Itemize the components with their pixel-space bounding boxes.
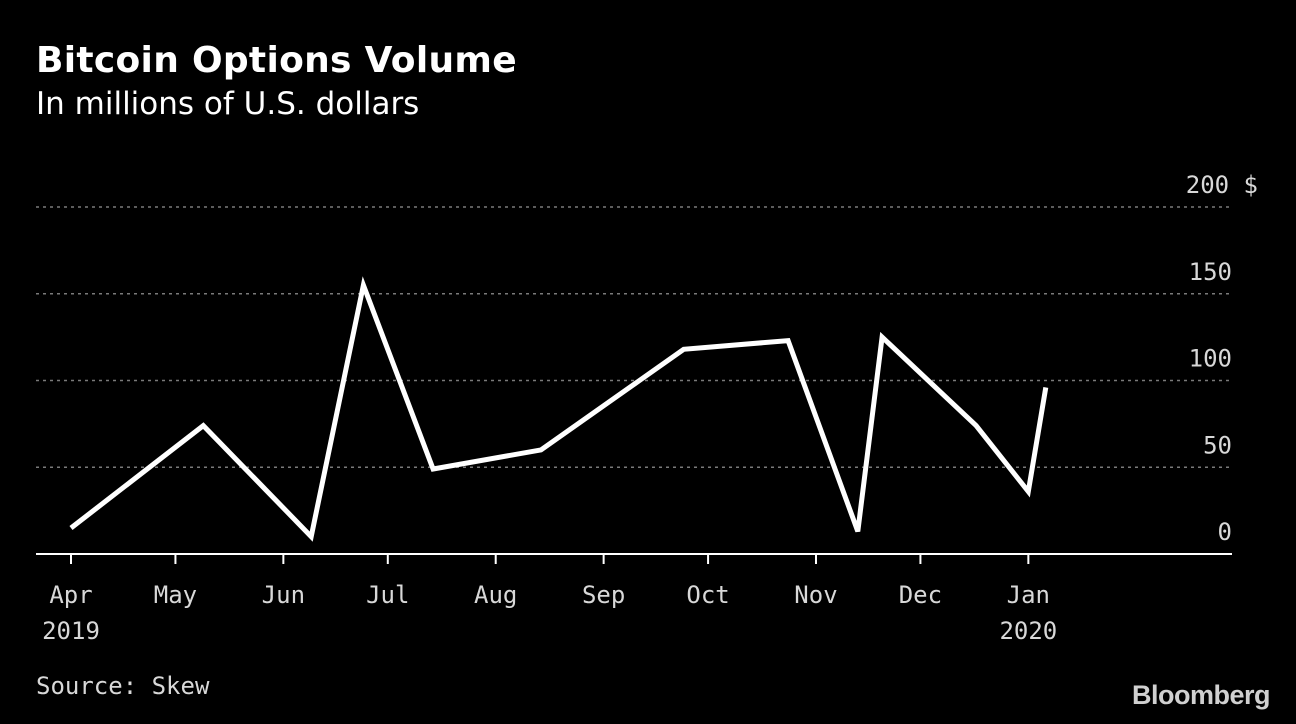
series-line-options-volume: [69, 276, 1049, 542]
y-axis-tick-labels: 0 50 100 150 200 $: [1186, 171, 1258, 546]
x-tick-label-may: May: [154, 581, 197, 609]
x-tick-label-jan: Jan: [1007, 581, 1050, 609]
x-tick-label-jul: Jul: [366, 581, 409, 609]
chart-subtitle: In millions of U.S. dollars: [36, 86, 420, 122]
bloomberg-logo: Bloomberg: [1131, 680, 1271, 710]
x-tick-label-nov: Nov: [794, 581, 837, 609]
x-axis-tick-labels: Apr 2019 May Jun Jul Aug Sep Oct Nov Dec Jan 2020: [42, 581, 1057, 645]
y-tick-label-50: 50: [1203, 431, 1232, 459]
x-tick-label-oct: Oct: [686, 581, 729, 609]
source-note: Source: Skew: [36, 672, 210, 700]
x-axis-ticks: [70, 554, 1030, 564]
chart-title: Bitcoin Options Volume: [36, 40, 517, 81]
grid-lines: [36, 206, 1232, 468]
y-tick-label-150: 150: [1189, 258, 1232, 286]
x-tick-label-apr: Apr: [49, 581, 92, 609]
x-year-label-2020: 2020: [999, 617, 1057, 645]
x-year-label-2019: 2019: [42, 617, 100, 645]
x-tick-label-dec: Dec: [899, 581, 942, 609]
x-tick-label-jun: Jun: [262, 581, 305, 609]
y-tick-label-100: 100: [1189, 345, 1232, 373]
y-tick-label-200: 200 $: [1186, 171, 1258, 199]
x-tick-label-sep: Sep: [582, 581, 625, 609]
x-tick-label-aug: Aug: [474, 581, 517, 609]
y-tick-label-0: 0: [1218, 518, 1232, 546]
